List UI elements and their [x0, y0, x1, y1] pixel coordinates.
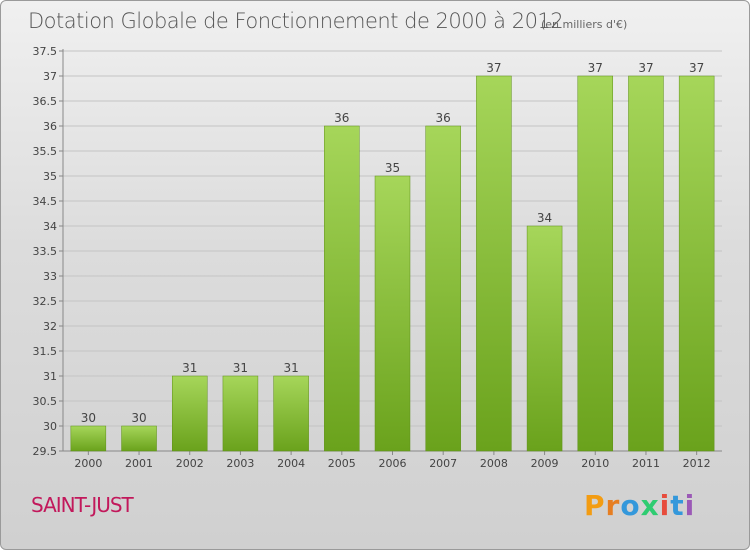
- x-tick-label-2007: 2007: [429, 457, 457, 470]
- x-tick-label-2003: 2003: [226, 457, 254, 470]
- y-tick-label: 37: [43, 70, 57, 83]
- bar-2012: [678, 75, 715, 452]
- chart-title: Dotation Globale de Fonctionnement de 20…: [28, 9, 564, 33]
- y-tick-label: 30: [43, 420, 57, 433]
- bar-2006: [374, 175, 411, 452]
- y-tick-label: 29.5: [33, 445, 58, 458]
- logo-letter: t: [670, 489, 685, 522]
- x-tick-label-2010: 2010: [581, 457, 609, 470]
- y-tick-label: 31.5: [33, 345, 58, 358]
- logo-letter: P: [584, 489, 606, 522]
- data-label-2003: 31: [233, 361, 248, 375]
- x-tick-label-2005: 2005: [328, 457, 356, 470]
- data-label-2012: 37: [689, 61, 704, 75]
- proxiti-logo[interactable]: Proxiti: [584, 489, 695, 522]
- commune-name: SAINT-JUST: [31, 493, 134, 517]
- x-tick-label-2004: 2004: [277, 457, 305, 470]
- y-tick-label: 33.5: [33, 245, 58, 258]
- bar-2010: [577, 75, 614, 452]
- data-label-2009: 34: [537, 211, 552, 225]
- bars: [70, 75, 715, 452]
- y-tick-label: 36.5: [33, 95, 58, 108]
- y-tick-label: 36: [43, 120, 57, 133]
- y-tick-label: 33: [43, 270, 57, 283]
- data-label-2000: 30: [81, 411, 96, 425]
- bar-2003: [222, 375, 259, 452]
- x-tick-label-2000: 2000: [74, 457, 102, 470]
- y-tick-label: 37.5: [33, 45, 58, 58]
- y-tick-label: 34.5: [33, 195, 58, 208]
- x-tick-label-2008: 2008: [480, 457, 508, 470]
- data-label-2010: 37: [588, 61, 603, 75]
- y-tick-label: 35: [43, 170, 57, 183]
- bar-2005: [324, 125, 360, 452]
- y-tick-label: 32.5: [33, 295, 58, 308]
- bar-2011: [628, 75, 664, 452]
- bar-2009: [526, 225, 563, 452]
- x-tick-label-2006: 2006: [379, 457, 407, 470]
- y-tick-label: 32: [43, 320, 57, 333]
- logo-letter: o: [620, 489, 641, 522]
- logo-letter: i: [684, 489, 696, 522]
- y-tick-label: 35.5: [33, 145, 58, 158]
- logo-letter: x: [640, 489, 660, 522]
- chart-unit: (en milliers d'€): [541, 18, 628, 31]
- bar-2008: [476, 75, 512, 452]
- bar-2002: [171, 375, 208, 452]
- x-tick-label-2011: 2011: [632, 457, 660, 470]
- bar-2001: [121, 425, 157, 452]
- y-tick-label: 34: [43, 220, 57, 233]
- bar-2004: [273, 375, 309, 452]
- x-tick-label-2012: 2012: [683, 457, 711, 470]
- x-tick-label-2001: 2001: [125, 457, 153, 470]
- bar-2007: [425, 125, 461, 452]
- x-tick-label-2009: 2009: [531, 457, 559, 470]
- data-label-2001: 30: [131, 411, 146, 425]
- data-label-2008: 37: [486, 61, 501, 75]
- x-tick-label-2002: 2002: [176, 457, 204, 470]
- data-label-2011: 37: [638, 61, 653, 75]
- logo-letter: r: [605, 489, 621, 522]
- data-label-2007: 36: [436, 111, 451, 125]
- y-tick-label: 31: [43, 370, 57, 383]
- data-label-2002: 31: [182, 361, 197, 375]
- y-tick-label: 30.5: [33, 395, 58, 408]
- logo-letter: i: [659, 489, 671, 522]
- bar-2000: [70, 425, 107, 452]
- data-label-2005: 36: [334, 111, 349, 125]
- data-label-2006: 35: [385, 161, 400, 175]
- data-label-2004: 31: [283, 361, 298, 375]
- labels: 29.5 30 30.5 31 31.5 32 32.5 33 33.5 34 34.5 35 35.5…: [33, 45, 711, 470]
